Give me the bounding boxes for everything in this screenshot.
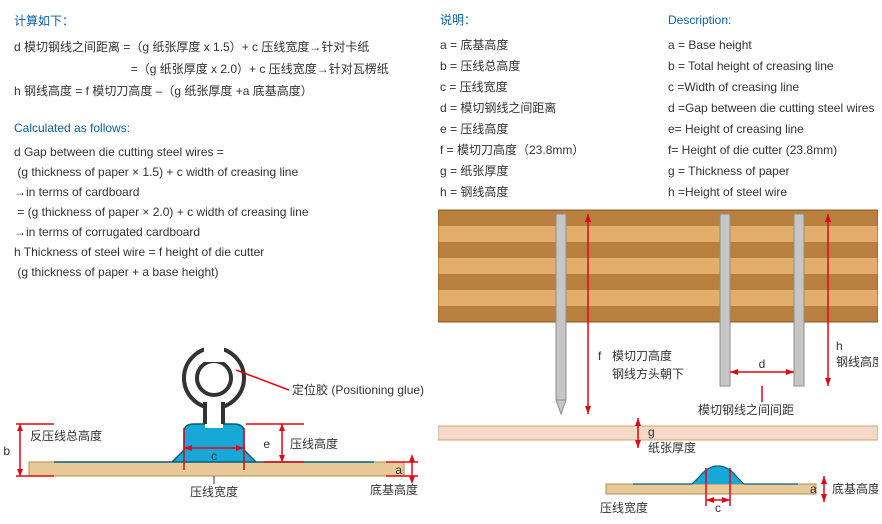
svg-text:c: c — [715, 501, 721, 515]
cn-calc-l2: =（g 纸张厚度 x 2.0）+ c 压线宽度→针对瓦楞纸 — [14, 58, 404, 80]
shuo-d: d = 模切钢线之间距离 — [440, 98, 650, 119]
shuo-g: g = 纸张厚度 — [440, 161, 650, 182]
desc-title: Description: — [668, 10, 878, 31]
crease-diagram: 定位胶 (Positioning glue) b 反压线总高度 e 压线高度 a… — [14, 320, 419, 515]
cn-calc-title: 计算如下： — [14, 10, 404, 32]
desc-d: d =Gap between die cutting steel wires — [668, 98, 878, 119]
svg-text:c: c — [211, 449, 217, 463]
description-block: Description: a = Base height b = Total h… — [668, 10, 878, 203]
svg-text:a: a — [810, 482, 817, 496]
svg-text:模切刀高度: 模切刀高度 — [612, 348, 672, 363]
shuo-f: f = 模切刀高度（23.8mm） — [440, 140, 650, 161]
en-calc-l1: d Gap between die cutting steel wires = — [14, 142, 414, 162]
mini-crease — [606, 466, 816, 494]
svg-text:b: b — [3, 444, 10, 458]
svg-text:钢线高度: 钢线高度 — [836, 354, 878, 369]
cn-calc-block: 计算如下： d 模切钢线之间距离 =（g 纸张厚度 x 1.5）+ c 压线宽度… — [14, 10, 404, 102]
en-calc-l4: = (g thickness of paper × 2.0) + c width… — [14, 202, 414, 222]
svg-text:e: e — [263, 437, 270, 451]
shuoming-block: 说明： a = 底基高度 b = 压线总高度 c = 压线宽度 d = 模切钢线… — [440, 10, 650, 203]
en-calc-l7: (g thickness of paper + a base height) — [14, 262, 414, 282]
svg-text:g: g — [648, 425, 655, 439]
svg-text:h: h — [836, 339, 843, 353]
svg-text:反压线总高度: 反压线总高度 — [30, 428, 102, 443]
cn-calc-l1: d 模切钢线之间距离 =（g 纸张厚度 x 1.5）+ c 压线宽度→针对卡纸 — [14, 36, 404, 58]
svg-text:纸张厚度: 纸张厚度 — [648, 440, 696, 455]
paper-layer — [438, 426, 878, 440]
en-calc-l5: →in terms of corrugated cardboard — [14, 222, 414, 242]
shuo-b: b = 压线总高度 — [440, 56, 650, 77]
svg-text:钢线方头朝下: 钢线方头朝下 — [612, 366, 684, 381]
svg-text:底基高度: 底基高度 — [832, 481, 878, 496]
plywood — [438, 210, 878, 322]
desc-b: b = Total height of creasing line — [668, 56, 878, 77]
svg-text:d: d — [759, 357, 766, 371]
dim-e: e 压线高度 — [246, 424, 338, 462]
svg-text:底基高度: 底基高度 — [370, 482, 418, 497]
desc-a: a = Base height — [668, 35, 878, 56]
desc-g: g = Thickness of paper — [668, 161, 878, 182]
svg-text:压线宽度: 压线宽度 — [600, 500, 648, 515]
en-calc-block: Calculated as follows: d Gap between die… — [14, 118, 414, 282]
shuo-e: e = 压线高度 — [440, 119, 650, 140]
desc-f: f= Height of die cutter (23.8mm) — [668, 140, 878, 161]
svg-text:a: a — [395, 463, 402, 477]
dieboard-diagram: f 模切刀高度 钢线方头朝下 h 钢线高度 d 模切钢线之间间距 g 纸张厚度 — [438, 200, 878, 520]
svg-text:模切钢线之间间距: 模切钢线之间间距 — [698, 403, 794, 417]
svg-text:f: f — [598, 349, 602, 363]
glue-label: 定位胶 (Positioning glue) — [292, 382, 424, 397]
svg-text:压线宽度: 压线宽度 — [190, 484, 238, 499]
en-calc-l6: h Thickness of steel wire = f height of … — [14, 242, 414, 262]
dim-a-right: a 底基高度 — [810, 476, 878, 502]
en-calc-l2: (g thickness of paper × 1.5) + c width o… — [14, 162, 414, 182]
en-calc-l3: →in terms of cardboard — [14, 182, 414, 202]
shuo-c: c = 压线宽度 — [440, 77, 650, 98]
shuoming-title: 说明： — [440, 10, 650, 31]
desc-c: c =Width of creasing line — [668, 77, 878, 98]
en-calc-title: Calculated as follows: — [14, 118, 414, 138]
dim-d: d 模切钢线之间间距 — [698, 357, 794, 417]
svg-text:压线高度: 压线高度 — [290, 436, 338, 451]
desc-e: e= Height of creasing line — [668, 119, 878, 140]
shuo-a: a = 底基高度 — [440, 35, 650, 56]
cn-calc-l3: h 钢线高度 = f 模切刀高度 –（g 纸张厚度 +a 底基高度） — [14, 80, 404, 102]
